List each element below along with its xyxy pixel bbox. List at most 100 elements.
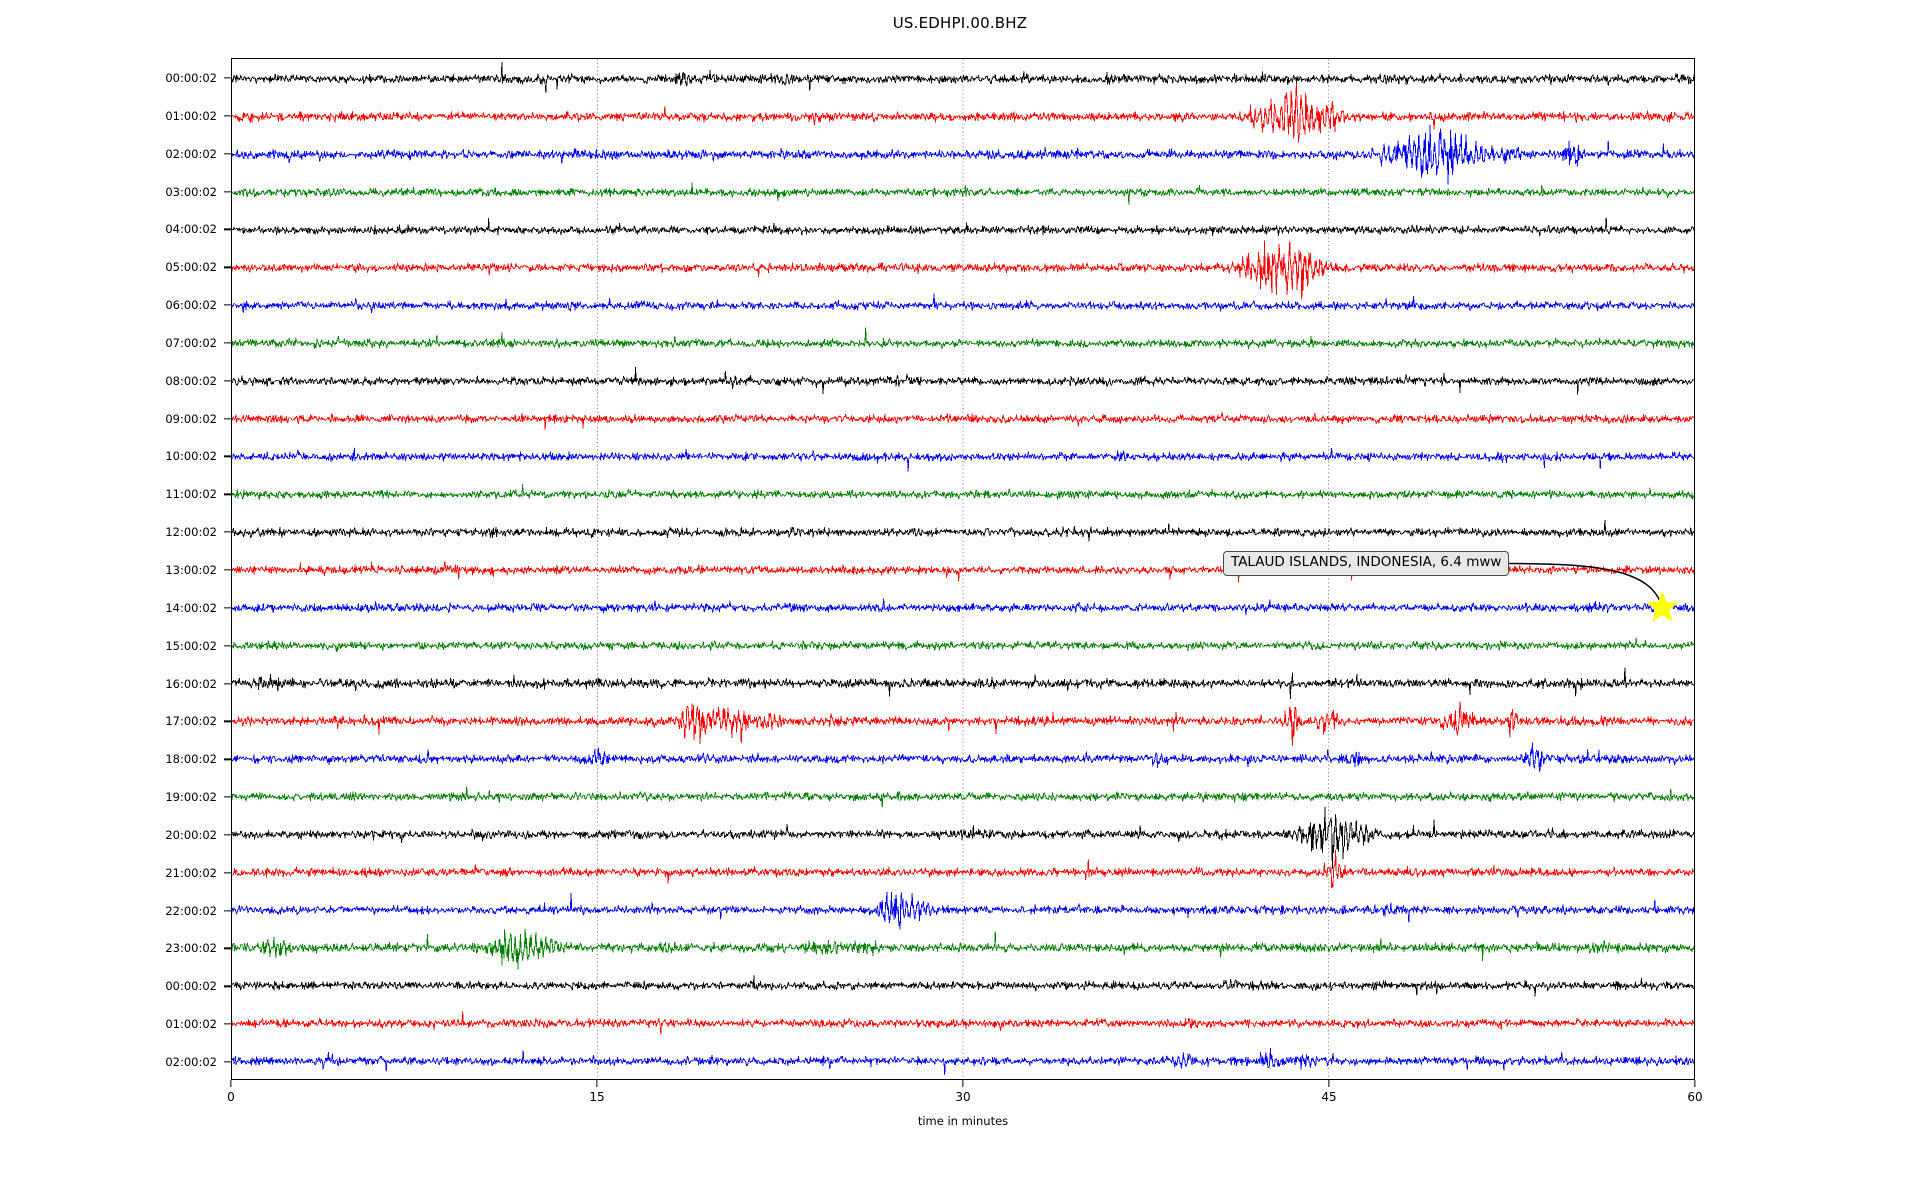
x-axis-tick-layer: 0 15 30 45 60 xyxy=(227,1080,1703,1130)
y-tick-label: 13:00:02 xyxy=(165,563,217,577)
seismic-trace xyxy=(232,240,1694,301)
seismic-trace xyxy=(232,366,1694,395)
y-tick-mark xyxy=(224,380,231,382)
trace-row xyxy=(232,598,1694,616)
trace-row xyxy=(232,667,1694,700)
seismic-trace xyxy=(232,891,1694,930)
x-tick-mark xyxy=(230,1080,232,1087)
trace-row xyxy=(232,786,1694,808)
y-tick-mark xyxy=(224,1061,231,1063)
trace-row xyxy=(232,701,1694,746)
seismic-trace xyxy=(232,786,1694,808)
y-tick-label: 15:00:02 xyxy=(165,638,217,653)
y-tick-mark xyxy=(224,417,231,420)
y-tick-mark xyxy=(224,872,231,874)
y-tick-mark xyxy=(224,645,231,647)
y-tick-label: 02:00:02 xyxy=(165,146,217,161)
y-tick-mark xyxy=(224,531,231,533)
y-tick-label: 22:00:02 xyxy=(165,903,217,918)
trace-row xyxy=(232,484,1694,501)
trace-row xyxy=(232,742,1694,773)
y-tick-mark xyxy=(224,985,231,987)
seismic-trace xyxy=(232,411,1694,430)
x-tick-label: 0 xyxy=(227,1090,235,1104)
x-axis-label: time in minutes xyxy=(917,1114,1009,1128)
y-tick-label: 06:00:02 xyxy=(165,298,217,313)
y-tick-label: 04:00:02 xyxy=(165,222,217,237)
trace-row xyxy=(232,240,1694,301)
trace-row xyxy=(232,1048,1694,1075)
x-tick-mark xyxy=(596,1080,598,1087)
x-tick-label: 45 xyxy=(1321,1090,1337,1104)
y-tick-mark xyxy=(224,909,231,912)
y-tick-label: 16:00:02 xyxy=(165,676,217,691)
x-tick-label: 15 xyxy=(589,1090,605,1104)
x-tick-label: 30 xyxy=(955,1090,971,1104)
trace-row xyxy=(232,327,1694,350)
y-tick-mark xyxy=(224,682,231,685)
y-tick-mark xyxy=(224,493,231,495)
y-tick-mark xyxy=(224,77,231,79)
trace-row xyxy=(232,850,1694,889)
seismic-trace xyxy=(232,484,1694,501)
y-tick-label: 14:00:02 xyxy=(165,600,217,615)
seismic-trace xyxy=(232,124,1694,185)
trace-row xyxy=(232,124,1694,185)
event-annotation-label[interactable]: TALAUD ISLANDS, INDONESIA, 6.4 mww xyxy=(1223,551,1510,576)
seismic-trace xyxy=(232,327,1694,350)
y-tick-label: 03:00:02 xyxy=(165,184,217,199)
y-tick-label: 00:00:02 xyxy=(165,979,217,994)
y-tick-mark xyxy=(224,834,231,836)
seismic-trace xyxy=(232,82,1694,143)
y-tick-label: 09:00:02 xyxy=(165,411,217,426)
page-title: US.EDHPI.00.BHZ xyxy=(892,14,1028,32)
y-tick-mark xyxy=(224,228,231,231)
seismic-trace xyxy=(232,742,1694,773)
y-tick-mark xyxy=(224,1023,231,1025)
trace-row xyxy=(232,891,1694,930)
annotation-leader-line xyxy=(1508,562,1664,608)
y-tick-mark xyxy=(224,455,231,458)
y-tick-label: 02:00:02 xyxy=(165,1055,217,1069)
seismic-trace xyxy=(232,217,1694,237)
seismic-trace xyxy=(232,850,1694,889)
y-tick-mark xyxy=(224,569,231,571)
y-tick-label: 11:00:02 xyxy=(165,487,217,502)
x-tick-mark xyxy=(962,1080,964,1087)
y-tick-label: 18:00:02 xyxy=(165,752,217,767)
x-tick-mark xyxy=(1694,1080,1696,1087)
seismic-trace xyxy=(232,447,1694,472)
y-tick-mark xyxy=(224,342,231,344)
y-tick-mark xyxy=(224,947,231,950)
seismic-trace xyxy=(232,806,1694,870)
trace-row xyxy=(232,293,1694,314)
seismic-trace xyxy=(232,293,1694,314)
seismic-trace xyxy=(232,598,1694,616)
trace-row xyxy=(232,182,1694,205)
trace-row xyxy=(232,637,1694,653)
annotation-marker-layer xyxy=(1508,562,1679,622)
x-gridlines xyxy=(597,59,1329,1079)
seismogram-traces xyxy=(232,59,1694,1079)
y-tick-mark xyxy=(224,266,231,268)
y-tick-label: 10:00:02 xyxy=(165,449,217,464)
trace-row xyxy=(232,366,1694,395)
trace-row xyxy=(232,928,1694,970)
y-tick-label: 20:00:02 xyxy=(165,827,217,842)
trace-row xyxy=(232,411,1694,430)
trace-row xyxy=(232,447,1694,472)
trace-row xyxy=(232,61,1694,93)
y-tick-mark xyxy=(224,115,231,117)
y-axis-tick-layer: 00:00:02 01:00:02 02:00:02 03:00:02 04:00:02… xyxy=(0,58,231,1080)
seismic-trace xyxy=(232,701,1694,746)
x-tick-mark xyxy=(1328,1080,1330,1087)
event-star-marker[interactable] xyxy=(1646,590,1679,622)
trace-row xyxy=(232,975,1694,997)
trace-row xyxy=(232,217,1694,237)
y-tick-mark xyxy=(224,153,231,155)
seismic-trace xyxy=(232,61,1694,93)
y-tick-mark xyxy=(224,304,231,306)
y-tick-label: 12:00:02 xyxy=(165,525,217,540)
seismic-trace xyxy=(232,182,1694,205)
